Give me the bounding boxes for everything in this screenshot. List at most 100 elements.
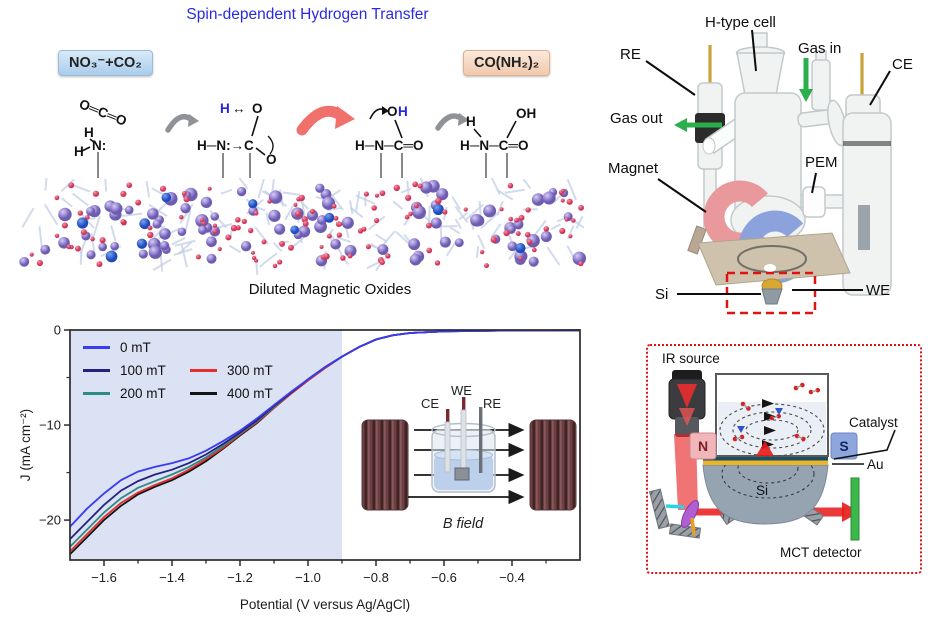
hene-beam — [665, 504, 685, 509]
legend-item-0mT: 0 mT — [83, 340, 151, 355]
svg-text:−1.6: −1.6 — [91, 570, 117, 585]
au-label: Au — [867, 457, 884, 472]
gas-out-label: Gas out — [610, 110, 663, 127]
svg-text:H: H — [220, 101, 230, 116]
y-axis-label: J (mA cm⁻²) — [18, 409, 33, 481]
svg-text:N:: N: — [92, 138, 106, 153]
inset-we-label: WE — [451, 383, 472, 398]
molecule-carbamate: O H H─N─C═O — [355, 104, 423, 178]
svg-text:OH: OH — [516, 106, 536, 121]
we-electrode — [462, 397, 466, 412]
svg-text:0: 0 — [54, 323, 61, 338]
ir-source-device — [668, 370, 706, 437]
curved-arrow-gray-2 — [435, 113, 469, 131]
legend-label-0mT: 0 mT — [120, 340, 151, 355]
magnet-pole-s — [830, 432, 858, 460]
b-field-label: B field — [443, 516, 484, 532]
mct-detector-label: MCT detector — [780, 545, 862, 560]
svg-text:H: H — [466, 114, 476, 129]
svg-text:H: H — [74, 144, 84, 159]
si-prism — [702, 464, 829, 525]
legend-swatch-0mT — [83, 346, 110, 349]
pem-membrane — [802, 186, 826, 218]
curve-0mT — [69, 329, 581, 528]
reaction-arrow-red — [296, 105, 355, 136]
legend-item-200mT: 200 mT — [83, 386, 166, 401]
svg-text:H─N─C═O: H─N─C═O — [355, 138, 423, 153]
h-cell-panel: H-type cell RE Gas in CE Gas out Magnet … — [608, 14, 913, 315]
svg-text:H─N─C═O: H─N─C═O — [460, 138, 528, 153]
legend-swatch-400mT — [190, 392, 217, 395]
svg-text:−0.8: −0.8 — [363, 570, 389, 585]
legend-label-100mT: 100 mT — [120, 363, 166, 378]
legend-item-100mT: 100 mT — [83, 363, 166, 378]
svg-text:−1.4: −1.4 — [159, 570, 185, 585]
legend-label-300mT: 300 mT — [227, 363, 273, 378]
svg-text:−0.4: −0.4 — [499, 570, 525, 585]
inset-re-label: RE — [483, 396, 501, 411]
legend-item-400mT: 400 mT — [190, 386, 273, 401]
svg-text:−0.6: −0.6 — [431, 570, 457, 585]
adsorbate-molecules — [732, 382, 821, 442]
x-axis-label: Potential (V versus Ag/AgCl) — [240, 597, 410, 612]
si-label: Si — [655, 286, 668, 303]
svg-text:H: H — [84, 125, 94, 140]
svg-text:O═C═O: O═C═O — [77, 96, 129, 129]
crystal-lattice — [19, 178, 587, 275]
svg-text:↔: ↔ — [232, 101, 246, 116]
re-electrode — [479, 407, 483, 473]
hcell-title: H-type cell — [705, 14, 776, 31]
svg-text:−10: −10 — [39, 418, 61, 433]
beam-focus-spot — [756, 441, 774, 456]
molecule-carbamic-acid: H OH H─N─C═O — [460, 106, 536, 178]
base-plate — [697, 232, 851, 286]
svg-text:O: O — [252, 101, 263, 116]
catalyst-layer — [703, 456, 828, 461]
plot-border — [69, 329, 581, 561]
catalyst-label: Catalyst — [849, 415, 898, 430]
coil-left — [361, 419, 409, 511]
legend-swatch-300mT — [190, 369, 217, 372]
product-box: CO(NH₂)₂ — [463, 50, 551, 76]
field-lines-in-dome — [721, 465, 815, 499]
si-prism-label: Si — [756, 483, 768, 498]
legend-label-200mT: 200 mT — [120, 386, 166, 401]
b-field-inset: CE WE RE B field — [361, 383, 577, 532]
svg-text:−1.0: −1.0 — [295, 570, 321, 585]
chart-legend: 0 mT 100 mT 200 mT 300 mT 400 mT — [83, 340, 313, 412]
svg-text:H: H — [398, 104, 408, 119]
curved-arrow-gray-1 — [165, 113, 199, 133]
magnet-pole-n — [689, 432, 717, 460]
lsv-chart: −1.6 −1.4 −1.2 −1.0 −0.8 −0.6 −0.4 0 −10 −20 Pote… — [18, 323, 581, 612]
surface-label: Diluted Magnetic Oxides — [248, 281, 412, 298]
svg-text:H─N:→C: H─N:→C — [197, 138, 254, 153]
mirror-left — [648, 488, 671, 530]
re-label: RE — [620, 46, 641, 63]
h-cell-render — [674, 32, 892, 315]
n-pole-label: N — [698, 438, 708, 454]
legend-swatch-200mT — [83, 392, 110, 395]
ce-electrode — [446, 409, 450, 424]
svg-text:O: O — [387, 104, 398, 119]
coil-right — [529, 419, 577, 511]
molecule-co2-amine: O═C═O H N: H — [74, 96, 129, 178]
gas-out-arrow — [674, 118, 722, 132]
pem-label: PEM — [805, 154, 838, 171]
gas-in-arrow — [799, 58, 813, 102]
svg-text:−20: −20 — [39, 513, 61, 528]
au-layer — [703, 460, 828, 465]
beam-splitter — [680, 500, 700, 528]
inset-ce-label: CE — [421, 396, 439, 411]
figure-title: Spin-dependent Hydrogen Transfer — [186, 6, 429, 23]
si-wedge — [761, 288, 783, 305]
cell-liquid — [718, 402, 826, 455]
ce-label: CE — [892, 56, 913, 73]
ir-panel: N S IR source Catalyst Au Si MCT detecto… — [646, 344, 922, 574]
mct-detector-bar — [850, 477, 860, 541]
molecule-intermediate: H ↔ O H─N:→C O — [197, 101, 277, 178]
svg-text:−1.2: −1.2 — [227, 570, 253, 585]
legend-swatch-100mT — [83, 369, 110, 372]
magnet-label: Magnet — [608, 160, 659, 177]
we-sample — [454, 467, 470, 481]
